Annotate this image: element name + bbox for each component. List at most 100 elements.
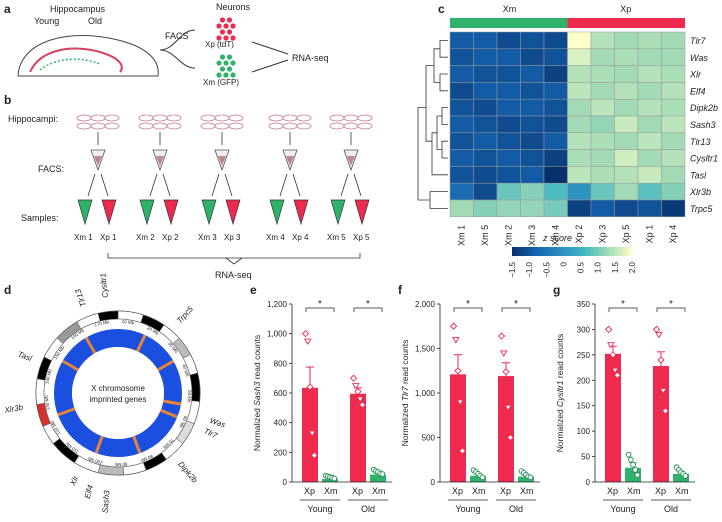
ring-scale-label: 170 Mb (94, 319, 110, 327)
bar-chart-g: g 0 50 100 150 200 250 300 350 Normalized Cysltr1… (553, 283, 695, 514)
heatmap-cell (449, 182, 474, 201)
bar (450, 374, 466, 482)
heatmap-cell (614, 98, 639, 117)
hippocampus-icon (296, 122, 312, 130)
arrow-line (340, 173, 349, 197)
heatmap-cell (496, 132, 521, 150)
heatmap-cell (496, 48, 521, 66)
sample-group: Xm 1 Xp 1 (74, 114, 120, 242)
center-disc (72, 347, 164, 439)
green-neuron-dot (223, 60, 229, 66)
colorbar-tick: −1.0 (525, 261, 534, 277)
green-neuron-dot (223, 72, 229, 78)
xp-sample-label: Xp 5 (353, 233, 370, 242)
ring-scale-label: 120 Mb (49, 420, 61, 436)
colorbar-tick: 1.0 (594, 261, 603, 273)
heatmap-cell (637, 98, 662, 117)
colorbar-tick: −0.5 (542, 261, 551, 277)
heatmap-cell (449, 132, 474, 150)
group-label: Young (307, 504, 332, 514)
gene-position-mark (163, 399, 182, 406)
y-tick-label: 600 (274, 389, 288, 398)
hippocampus-icon (228, 114, 244, 122)
hippocampus-icon (357, 122, 373, 130)
rnaseq-label-b: RNA-seq (215, 270, 252, 280)
sample-group: Xm 4 Xp 4 (266, 114, 312, 242)
bar-label: Xm (472, 486, 486, 496)
facs-tube-fill (286, 156, 294, 166)
heatmap-cell (614, 31, 639, 50)
gene-position-mark (84, 336, 97, 354)
xm-sample-label: Xm 3 (198, 233, 217, 242)
hippocampus-icon (90, 114, 106, 122)
hippocampus-icon (282, 114, 298, 122)
arrow-line (224, 173, 233, 197)
gene-name-label: Was (209, 416, 227, 429)
data-point (652, 325, 661, 334)
heatmap-cell (496, 149, 521, 167)
colorbar-tick: 2.0 (628, 261, 637, 273)
xm-group-label: Xm (503, 4, 517, 14)
heatmap-cell (661, 98, 686, 117)
data-point (613, 371, 622, 379)
heatmap-cell (590, 149, 615, 167)
data-point (331, 475, 338, 482)
heatmap-cell (473, 82, 498, 100)
heatmap-cell (661, 182, 686, 201)
y-tick-label: 350 (577, 300, 591, 309)
bar-chart-f: f 0 500 1,000 1,500 2,000 Normalized Tlr7 read… (398, 283, 540, 514)
gene-name-label: Sash3 (101, 489, 112, 513)
y-tick-label: 200 (577, 376, 591, 385)
bar-label: Xp (607, 486, 618, 496)
heatmap-cell (543, 48, 568, 66)
heatmap-cell (473, 31, 498, 50)
dendrogram-branch (441, 140, 448, 159)
bar (498, 376, 514, 482)
data-point (358, 401, 367, 409)
xp-sample-tube (293, 199, 309, 226)
gene-label: Tlr7 (690, 36, 706, 46)
heatmap-cell (567, 149, 592, 167)
data-point (352, 383, 360, 390)
facs-tube-fill (156, 156, 164, 166)
xm-sample-label: Xm 5 (327, 233, 346, 242)
sample-group: Xm 5 Xp 5 (327, 114, 373, 242)
heatmap-cell (637, 31, 662, 50)
heatmap-cell (449, 65, 474, 83)
colorbar-tick: 0 (559, 261, 568, 266)
heatmap-cell (543, 82, 568, 100)
green-neuron-cluster (216, 54, 236, 78)
xp-sample-label: Xp 2 (162, 233, 179, 242)
red-neuron-dot (223, 35, 229, 41)
ring-scale-label: 20 Mb (146, 325, 160, 336)
red-neuron-dot (226, 29, 233, 35)
bar (470, 475, 486, 482)
row-hippocampi: Hippocampi: (8, 114, 58, 124)
heatmap-cell (543, 182, 568, 201)
column-label: Xm 4 (551, 225, 561, 246)
data-point (306, 383, 314, 391)
panel-letter: g (553, 283, 560, 297)
facs-tube-fill (218, 156, 226, 166)
heatmap-cell (473, 166, 498, 184)
arrow-line (211, 173, 220, 197)
column-label: Xp 3 (598, 225, 608, 244)
hippocampus-icon (200, 122, 216, 130)
group-label: Old (361, 504, 375, 514)
column-label: Xm 2 (504, 225, 514, 246)
data-point (452, 337, 460, 344)
xm-sample-tube (330, 199, 346, 226)
heatmap-cell (543, 31, 568, 50)
neurons-label: Neurons (216, 2, 251, 12)
hippocampus-icon (138, 114, 154, 122)
facs-label: FACS (165, 31, 189, 41)
heatmap-cell (637, 48, 662, 66)
y-axis-label: Normalized Tlr7 read counts (400, 340, 410, 447)
heatmap-cell (520, 182, 545, 201)
column-label: Xm 1 (457, 225, 467, 246)
panel-c: c Xm Xp Tlr7 Was Xlr Elf4 Dipk2b Sash3 Tlr13 Cysl… (417, 2, 718, 278)
heatmap-cell (449, 31, 474, 50)
heatmap-cell (567, 115, 592, 134)
xm-sample-label: Xm 1 (74, 233, 93, 242)
